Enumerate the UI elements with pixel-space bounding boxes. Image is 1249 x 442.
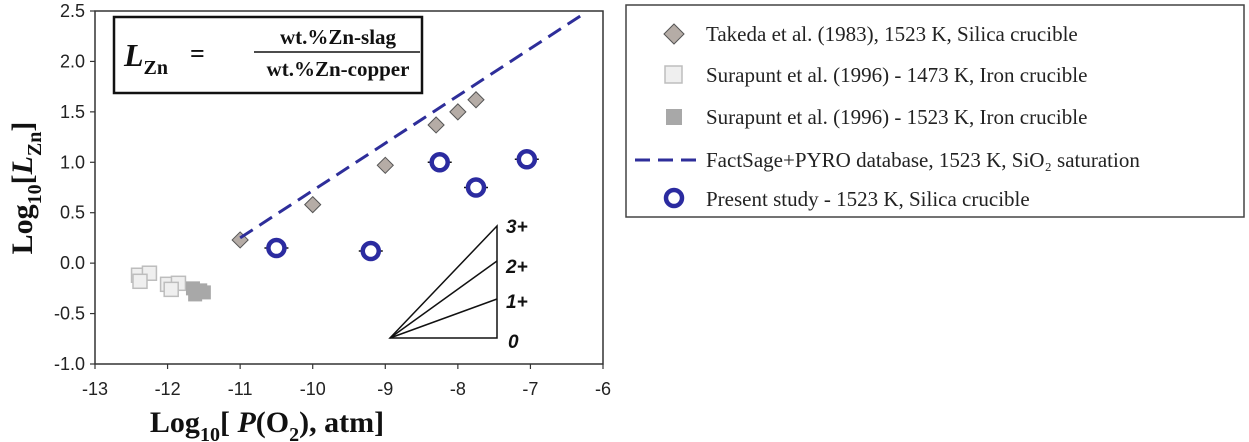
x-tick-label: -10 xyxy=(300,379,326,399)
takeda-diamond-point xyxy=(304,195,322,214)
x-tick-label: -6 xyxy=(595,379,611,399)
triangle-label-2plus: 2+ xyxy=(505,257,528,278)
present-study-circle-point xyxy=(429,152,450,173)
equation-numerator: wt.%Zn-slag xyxy=(280,25,397,49)
legend-filled-square-icon xyxy=(666,109,682,125)
y-axis-title: Log10[LZn] xyxy=(6,122,46,255)
y-tick-label: 1.0 xyxy=(60,152,85,172)
triangle-label-1plus: 1+ xyxy=(506,292,528,313)
x-tick-label: -7 xyxy=(522,379,538,399)
y-tick-label: 2.5 xyxy=(60,1,85,21)
y-tick-label: 1.5 xyxy=(60,102,85,122)
y-tick-label: -1.0 xyxy=(54,354,85,374)
y-tick-label: 0.5 xyxy=(60,203,85,223)
present-study-circle-point xyxy=(360,240,382,262)
triangle-line-2plus xyxy=(389,260,498,339)
y-tick-label: 0.0 xyxy=(60,253,85,273)
x-tick-label: -9 xyxy=(377,379,393,399)
x-axis-title: Log10[ P(O2), atm] xyxy=(150,406,384,442)
x-tick-label: -12 xyxy=(155,379,181,399)
legend-open-circle-icon xyxy=(663,187,685,209)
y-tick-label: 2.0 xyxy=(60,51,85,71)
legend-label-surapunt-1523: Surapunt et al. (1996) - 1523 K, Iron cr… xyxy=(706,105,1087,129)
takeda-diamond-point xyxy=(449,103,467,121)
triangle-outline xyxy=(388,224,498,339)
y-tick-label: -0.5 xyxy=(54,304,85,324)
legend: Takeda et al. (1983), 1523 K, Silica cru… xyxy=(625,4,1245,218)
legend-label-surapunt-1473: Surapunt et al. (1996) - 1473 K, Iron cr… xyxy=(706,63,1087,87)
legend-frame xyxy=(625,4,1245,218)
present-study-circle-point xyxy=(465,177,487,198)
present-study-circle-point xyxy=(266,237,287,259)
takeda-diamond-point xyxy=(427,116,445,134)
legend-label-factsage: FactSage+PYRO database, 1523 K, SiO₂ sat… xyxy=(706,148,1140,172)
equation-lhs: LZn xyxy=(123,37,168,79)
series-layer xyxy=(130,11,586,302)
takeda-diamond-point xyxy=(376,156,394,175)
legend-label-takeda: Takeda et al. (1983), 1523 K, Silica cru… xyxy=(706,22,1078,46)
triangle-label-3plus: 3+ xyxy=(506,217,528,238)
x-tick-label: -8 xyxy=(450,379,466,399)
legend-label-present-study: Present study - 1523 K, Silica crucible xyxy=(706,187,1030,211)
y-axis-ticks: -1.0 -0.5 0.0 0.5 1.0 1.5 2.0 2.5 xyxy=(54,1,95,374)
surapunt-1473-square-point xyxy=(163,281,179,298)
x-tick-label: -11 xyxy=(228,379,253,399)
present-study-circle-point xyxy=(516,149,538,170)
takeda-diamond-point xyxy=(467,91,485,109)
triangle-label-0: 0 xyxy=(508,332,519,353)
equation-box: LZn = wt.%Zn-slag wt.%Zn-copper xyxy=(112,15,424,95)
x-axis-ticks: -13 -12 -11 -10 -9 -8 -7 -6 xyxy=(82,364,611,399)
plot-frame xyxy=(94,10,604,365)
x-tick-label: -13 xyxy=(82,379,108,399)
surapunt-1473-square-point xyxy=(132,273,148,290)
surapunt-1523-square-point xyxy=(196,285,211,300)
legend-open-square-icon xyxy=(664,65,683,84)
triangle-line-1plus xyxy=(389,298,498,339)
equation-denominator: wt.%Zn-copper xyxy=(267,57,410,81)
equation-equals: = xyxy=(190,39,205,68)
slope-triangle: 3+ 2+ 1+ 0 xyxy=(388,217,528,353)
legend-diamond-icon xyxy=(663,23,685,45)
equation-frame xyxy=(112,15,424,95)
